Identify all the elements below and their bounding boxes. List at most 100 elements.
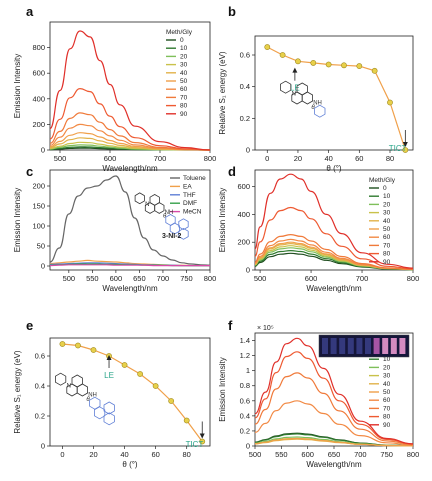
- legend-label-40: 40: [383, 381, 391, 388]
- molecule-tpe-ring: [103, 401, 115, 415]
- x-tick-label: 20: [294, 154, 302, 163]
- data-point: [90, 347, 97, 353]
- y-multiplier-label: × 10⁵: [257, 325, 274, 332]
- data-point: [75, 342, 81, 349]
- legend-label-mecn: MeCN: [183, 209, 202, 216]
- legend-label-80: 80: [180, 103, 188, 110]
- y-tick-label: 150: [32, 202, 45, 211]
- molecule-theta-label: θ: [311, 105, 315, 111]
- data-point: [341, 62, 347, 69]
- legend-title: Meth/Gly: [369, 177, 396, 184]
- compound-label: 3-NI-2: [162, 233, 182, 240]
- x-tick-label: 500: [54, 154, 67, 163]
- molecule-theta-label: θ: [86, 397, 90, 403]
- legend-label-60: 60: [383, 234, 391, 241]
- y-tick-label: 0: [246, 146, 250, 155]
- x-axis-label: Wavelength/nm: [102, 164, 158, 173]
- y-tick-label: 0: [41, 442, 45, 451]
- x-tick-label: 550: [86, 274, 99, 283]
- panel-label: d: [228, 164, 236, 179]
- inset-vial: [330, 338, 337, 354]
- legend-label-10: 10: [383, 356, 391, 363]
- molecule-atom-label: N: [67, 384, 71, 390]
- x-tick-label: 800: [407, 450, 420, 459]
- energy-curve: [62, 343, 203, 442]
- y-tick-label: 0.2: [240, 426, 250, 435]
- panel-label: b: [228, 4, 236, 19]
- legend-label-70: 70: [180, 94, 188, 101]
- data-point: [325, 61, 332, 68]
- annotation-le: LE: [290, 84, 300, 93]
- y-tick-label: 0.6: [240, 51, 250, 60]
- legend-label-10: 10: [180, 45, 188, 52]
- data-point: [59, 341, 66, 347]
- series-line-60: [254, 400, 414, 446]
- legend-label-70: 70: [383, 242, 391, 249]
- x-tick-label: 800: [407, 274, 420, 283]
- x-tick-label: 0: [60, 450, 64, 459]
- legend-label-toluene: Toluene: [183, 175, 206, 182]
- y-axis-label: Relative S₁ energy (eV): [218, 51, 227, 135]
- le-arrow-head: [292, 67, 298, 73]
- chart-panel-e: 0 20 40 60 80 0 0.2 0.4 0.6 θ (°) Relative S₁ ener…: [13, 318, 211, 469]
- inset-vial: [347, 338, 354, 354]
- molecule-atom-label: N: [292, 92, 296, 98]
- panel-label: e: [26, 318, 33, 333]
- chart-panel-f: 500 550 600 650 700 750 800 0 0.2 0.4 0.6 0.8 1 1.2 1.…: [218, 318, 419, 469]
- legend-label-50: 50: [383, 226, 391, 233]
- legend-label-20: 20: [180, 53, 188, 60]
- x-tick-label: 40: [324, 154, 332, 163]
- y-tick-label: 200: [32, 182, 45, 191]
- x-tick-label: 800: [204, 274, 217, 283]
- series-line-toluene: [49, 175, 211, 266]
- y-tick-label: 0.6: [35, 352, 45, 361]
- inset-vial: [322, 338, 328, 354]
- legend-label-40: 40: [180, 70, 188, 77]
- y-tick-label: 400: [237, 210, 250, 219]
- y-axis-label: Emission Intensity: [13, 188, 22, 252]
- data-point: [371, 67, 378, 74]
- data-point: [310, 60, 317, 66]
- chart-panel-b: 0 20 40 60 80 0 0.2 0.4 0.6 θ (°) Relative S₁ ener…: [218, 4, 414, 173]
- data-point: [199, 438, 206, 445]
- x-axis-label: Wavelength/nm: [306, 284, 362, 293]
- x-tick-label: 650: [328, 450, 341, 459]
- x-tick-label: 650: [133, 274, 146, 283]
- legend-label-30: 30: [383, 373, 391, 380]
- x-tick-label: 700: [354, 450, 367, 459]
- data-point: [295, 58, 301, 65]
- legend-label-30: 30: [383, 210, 391, 217]
- x-axis-label: Wavelength/nm: [102, 284, 158, 293]
- y-tick-label: 0.2: [240, 114, 250, 123]
- y-tick-label: 0.4: [240, 82, 250, 91]
- legend-label-0: 0: [383, 185, 387, 192]
- x-tick-label: 600: [301, 450, 314, 459]
- inset-vial: [339, 338, 346, 354]
- legend-label-dmf: DMF: [183, 200, 197, 207]
- series-line-60: [49, 123, 211, 151]
- legend-label-90: 90: [180, 111, 188, 118]
- legend-label-20: 20: [383, 201, 391, 208]
- x-tick-label: 750: [180, 274, 193, 283]
- x-tick-label: 700: [356, 274, 369, 283]
- y-tick-label: 800: [32, 43, 45, 52]
- legend-label-80: 80: [383, 414, 391, 421]
- series-line-80: [49, 87, 211, 151]
- legend-label-20: 20: [383, 364, 391, 371]
- plot-frame: [254, 35, 414, 151]
- data-point: [168, 398, 175, 404]
- chart-panel-a: 500 600 700 8000200400600800Wavelength/nmEm…: [13, 4, 216, 173]
- x-tick-label: 600: [305, 274, 318, 283]
- plot-frame: [49, 169, 211, 271]
- panel-label: c: [26, 164, 33, 179]
- annotation-le: LE: [104, 371, 114, 380]
- y-axis-label: Relative S₁ energy (eV): [13, 350, 22, 434]
- x-tick-label: 500: [63, 274, 76, 283]
- x-tick-label: 80: [386, 154, 394, 163]
- le-arrow-head: [106, 355, 112, 360]
- legend-label-60: 60: [180, 86, 188, 93]
- y-axis-label: Emission Intensity: [13, 54, 22, 118]
- series-line-80: [254, 351, 414, 445]
- x-tick-label: 40: [120, 450, 128, 459]
